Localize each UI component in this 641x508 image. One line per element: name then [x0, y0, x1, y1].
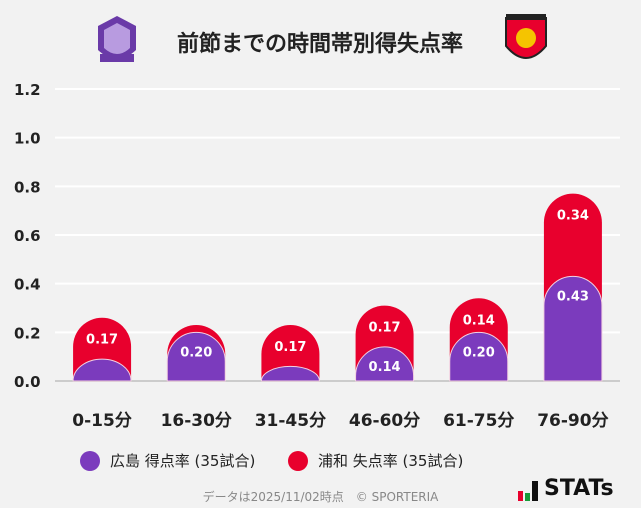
bar-hiroshima-scored: [166, 331, 226, 382]
bar-hiroshima-scored: [355, 346, 415, 382]
data-label-hiroshima: 0.20: [180, 345, 212, 360]
x-tick-label: 16-30分: [161, 411, 232, 431]
x-tick-label: 0-15分: [72, 411, 132, 431]
legend-item-hiroshima: 広島 得点率 (35試合): [80, 450, 255, 471]
x-tick-label: 76-90分: [537, 411, 608, 431]
legend-swatch-red: [288, 450, 308, 471]
data-label-urawa: 0.14: [463, 313, 495, 328]
footer-note: データは2025/11/02時点 © SPORTERIA: [202, 490, 439, 504]
y-tick-label: 0.6: [14, 227, 41, 245]
y-tick-label: 0.2: [14, 324, 41, 342]
x-tick-label: 46-60分: [349, 411, 420, 431]
legend-swatch-purple: [80, 450, 100, 471]
data-label-hiroshima: 0.14: [369, 360, 401, 375]
bar-hiroshima-scored: [260, 365, 320, 382]
data-label-urawa: 0.17: [86, 333, 118, 348]
data-label-hiroshima: 0.43: [557, 289, 589, 304]
data-label-urawa: 0.17: [369, 321, 401, 336]
hiroshima-logo: [98, 16, 136, 62]
bar-hiroshima-scored: [543, 275, 603, 382]
chart-title: 前節までの時間帯別得失点率: [176, 32, 463, 57]
y-tick-label: 1.2: [14, 81, 41, 99]
bar-chart: 0.0 0.2 0.4 0.6 0.8 1.0 1.2 0.17 0-15分 0.20 16-30分…: [14, 81, 620, 431]
x-tick-label: 61-75分: [443, 411, 514, 431]
y-tick-label: 0.0: [14, 373, 41, 391]
data-label-urawa: 0.34: [557, 209, 589, 224]
stats-brand: STATs: [518, 476, 614, 501]
legend-label: 浦和 失点率 (35試合): [318, 452, 464, 470]
bar-hiroshima-scored: [449, 331, 509, 382]
stats-bars-icon: [518, 481, 538, 501]
x-tick-label: 31-45分: [255, 411, 326, 431]
y-tick-label: 0.8: [14, 178, 41, 196]
y-tick-label: 0.4: [14, 276, 41, 294]
y-tick-label: 1.0: [14, 130, 41, 148]
legend-label: 広島 得点率 (35試合): [110, 452, 256, 470]
legend-item-urawa: 浦和 失点率 (35試合): [288, 450, 463, 471]
urawa-logo: [505, 14, 547, 59]
data-label-hiroshima: 0.20: [463, 345, 495, 360]
bar-urawa-conceded: [261, 325, 320, 381]
data-label-urawa: 0.17: [274, 340, 306, 355]
brand-text: STATs: [544, 476, 614, 501]
bar-hiroshima-scored: [72, 358, 132, 382]
